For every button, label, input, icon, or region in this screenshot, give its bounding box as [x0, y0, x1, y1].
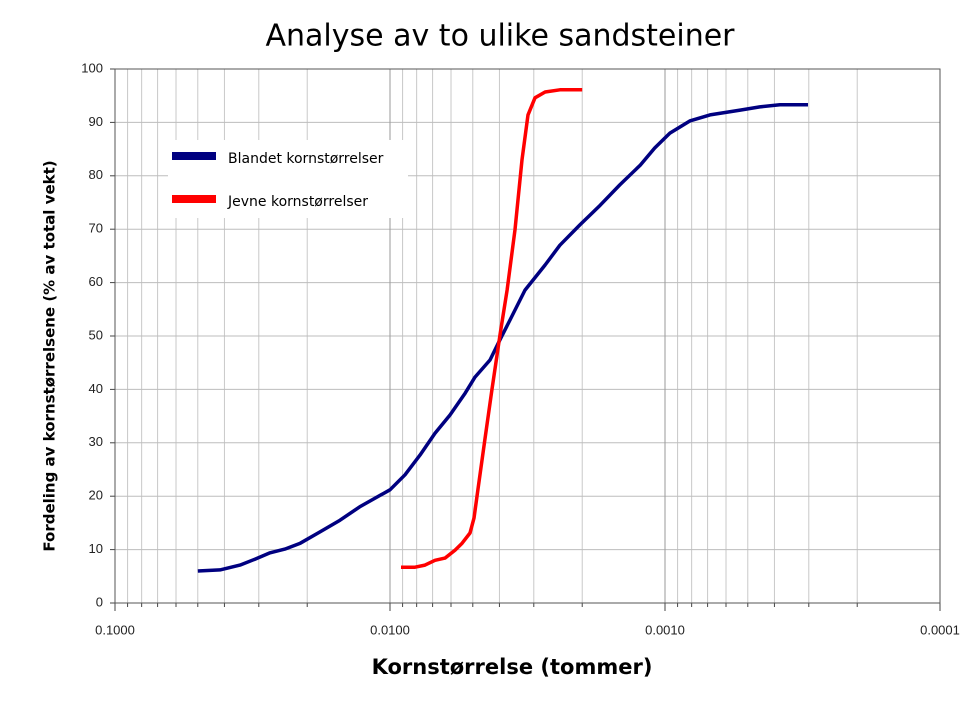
y-tick-label: 20 [89, 488, 103, 503]
y-tick-label: 30 [89, 434, 103, 449]
y-tick-label: 60 [89, 274, 103, 289]
x-tick-label: 0.0100 [370, 622, 410, 637]
series-line [401, 88, 583, 569]
y-tick-label: 70 [89, 221, 103, 236]
chart-title: Analyse av to ulike sandsteiner [266, 19, 736, 54]
x-tick-label: 0.0010 [645, 622, 685, 637]
legend-label: Jevne kornstørrelser [227, 194, 368, 210]
y-tick-label: 100 [81, 60, 103, 75]
series-line [197, 103, 808, 573]
y-tick-label: 50 [89, 327, 103, 342]
legend-label: Blandet kornstørrelser [228, 151, 384, 167]
y-tick-label: 0 [96, 594, 103, 609]
x-axis-label: Kornstørrelse (tommer) [372, 655, 653, 679]
x-tick-label: 0.0001 [920, 622, 960, 637]
plot-frame [114, 68, 941, 604]
x-tick-label: 0.1000 [95, 622, 135, 637]
y-tick-label: 40 [89, 381, 103, 396]
y-tick-label: 10 [89, 541, 103, 556]
y-tick-label: 80 [89, 167, 103, 182]
y-axis-label: Fordeling av kornstørrelsene (% av total… [41, 160, 59, 551]
y-tick-label: 90 [89, 114, 103, 129]
